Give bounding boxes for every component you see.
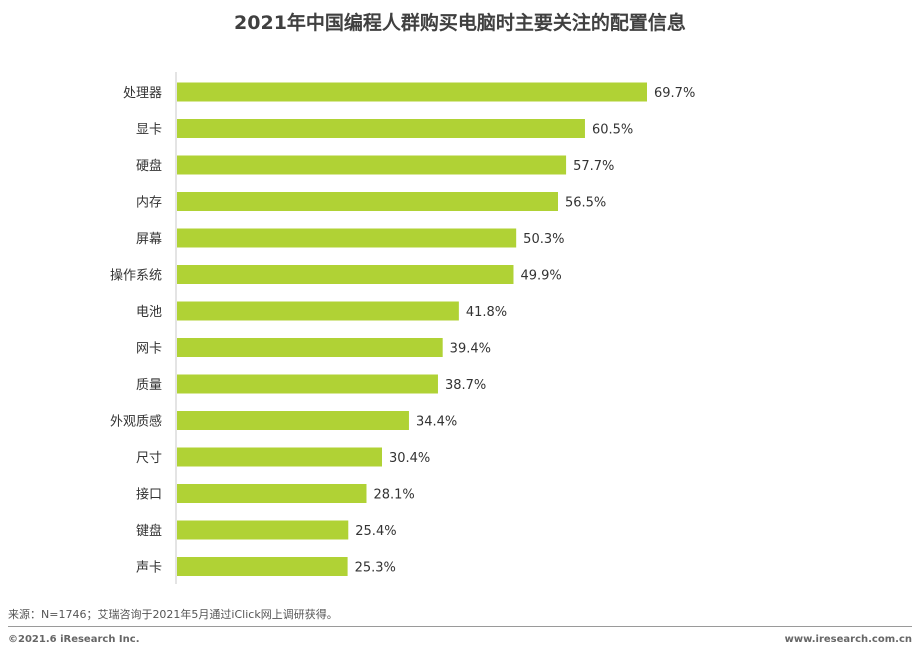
bar — [177, 374, 438, 394]
category-label: 显卡 — [136, 123, 162, 138]
bar — [177, 192, 558, 211]
value-label: 50.3% — [523, 232, 564, 247]
value-label: 41.8% — [466, 305, 507, 320]
bar-chart: 处理器 69.7% 显卡 60.5% 硬盘 57.7% 内存 56.5% 屏幕 50.3% 操作系统… — [110, 72, 695, 584]
value-label: 49.9% — [520, 269, 561, 284]
value-label: 60.5% — [592, 123, 633, 138]
category-label: 质量 — [136, 378, 162, 393]
bar — [177, 301, 459, 321]
value-label: 39.4% — [450, 342, 491, 357]
bar — [177, 411, 409, 430]
category-label: 接口 — [136, 487, 162, 503]
category-label: 声卡 — [136, 561, 162, 576]
footer-divider — [8, 626, 912, 627]
bar — [177, 557, 348, 576]
bar — [177, 484, 367, 503]
bar — [177, 447, 382, 467]
source-note: 来源：N=1746；艾瑞咨询于2021年5月通过iClick网上调研获得。 — [8, 608, 338, 621]
category-label: 硬盘 — [136, 158, 162, 174]
bar — [177, 155, 567, 175]
bar — [177, 82, 647, 102]
value-label: 57.7% — [573, 159, 614, 174]
bar — [177, 265, 514, 284]
value-label: 25.4% — [355, 524, 396, 539]
category-label: 键盘 — [136, 523, 162, 539]
value-label: 28.1% — [373, 488, 414, 503]
bar — [177, 338, 443, 357]
value-label: 38.7% — [445, 378, 486, 393]
category-label: 外观质感 — [110, 414, 162, 430]
bar — [177, 119, 585, 138]
value-label: 56.5% — [565, 196, 606, 211]
category-label: 操作系统 — [110, 268, 162, 284]
website-text: www.iresearch.com.cn — [784, 634, 912, 645]
bar — [177, 228, 517, 248]
category-label: 电池 — [136, 305, 162, 320]
value-label: 69.7% — [654, 86, 695, 101]
value-label: 34.4% — [416, 415, 457, 430]
copyright-text: ©2021.6 iResearch Inc. — [8, 634, 140, 645]
category-label: 网卡 — [136, 342, 162, 357]
chart-title: 2021年中国编程人群购买电脑时主要关注的配置信息 — [234, 12, 686, 34]
category-label: 内存 — [136, 195, 162, 211]
category-label: 尺寸 — [136, 451, 162, 466]
category-label: 处理器 — [123, 86, 162, 101]
value-label: 25.3% — [355, 561, 396, 576]
value-label: 30.4% — [389, 451, 430, 466]
bar — [177, 520, 349, 540]
category-label: 屏幕 — [136, 232, 162, 247]
